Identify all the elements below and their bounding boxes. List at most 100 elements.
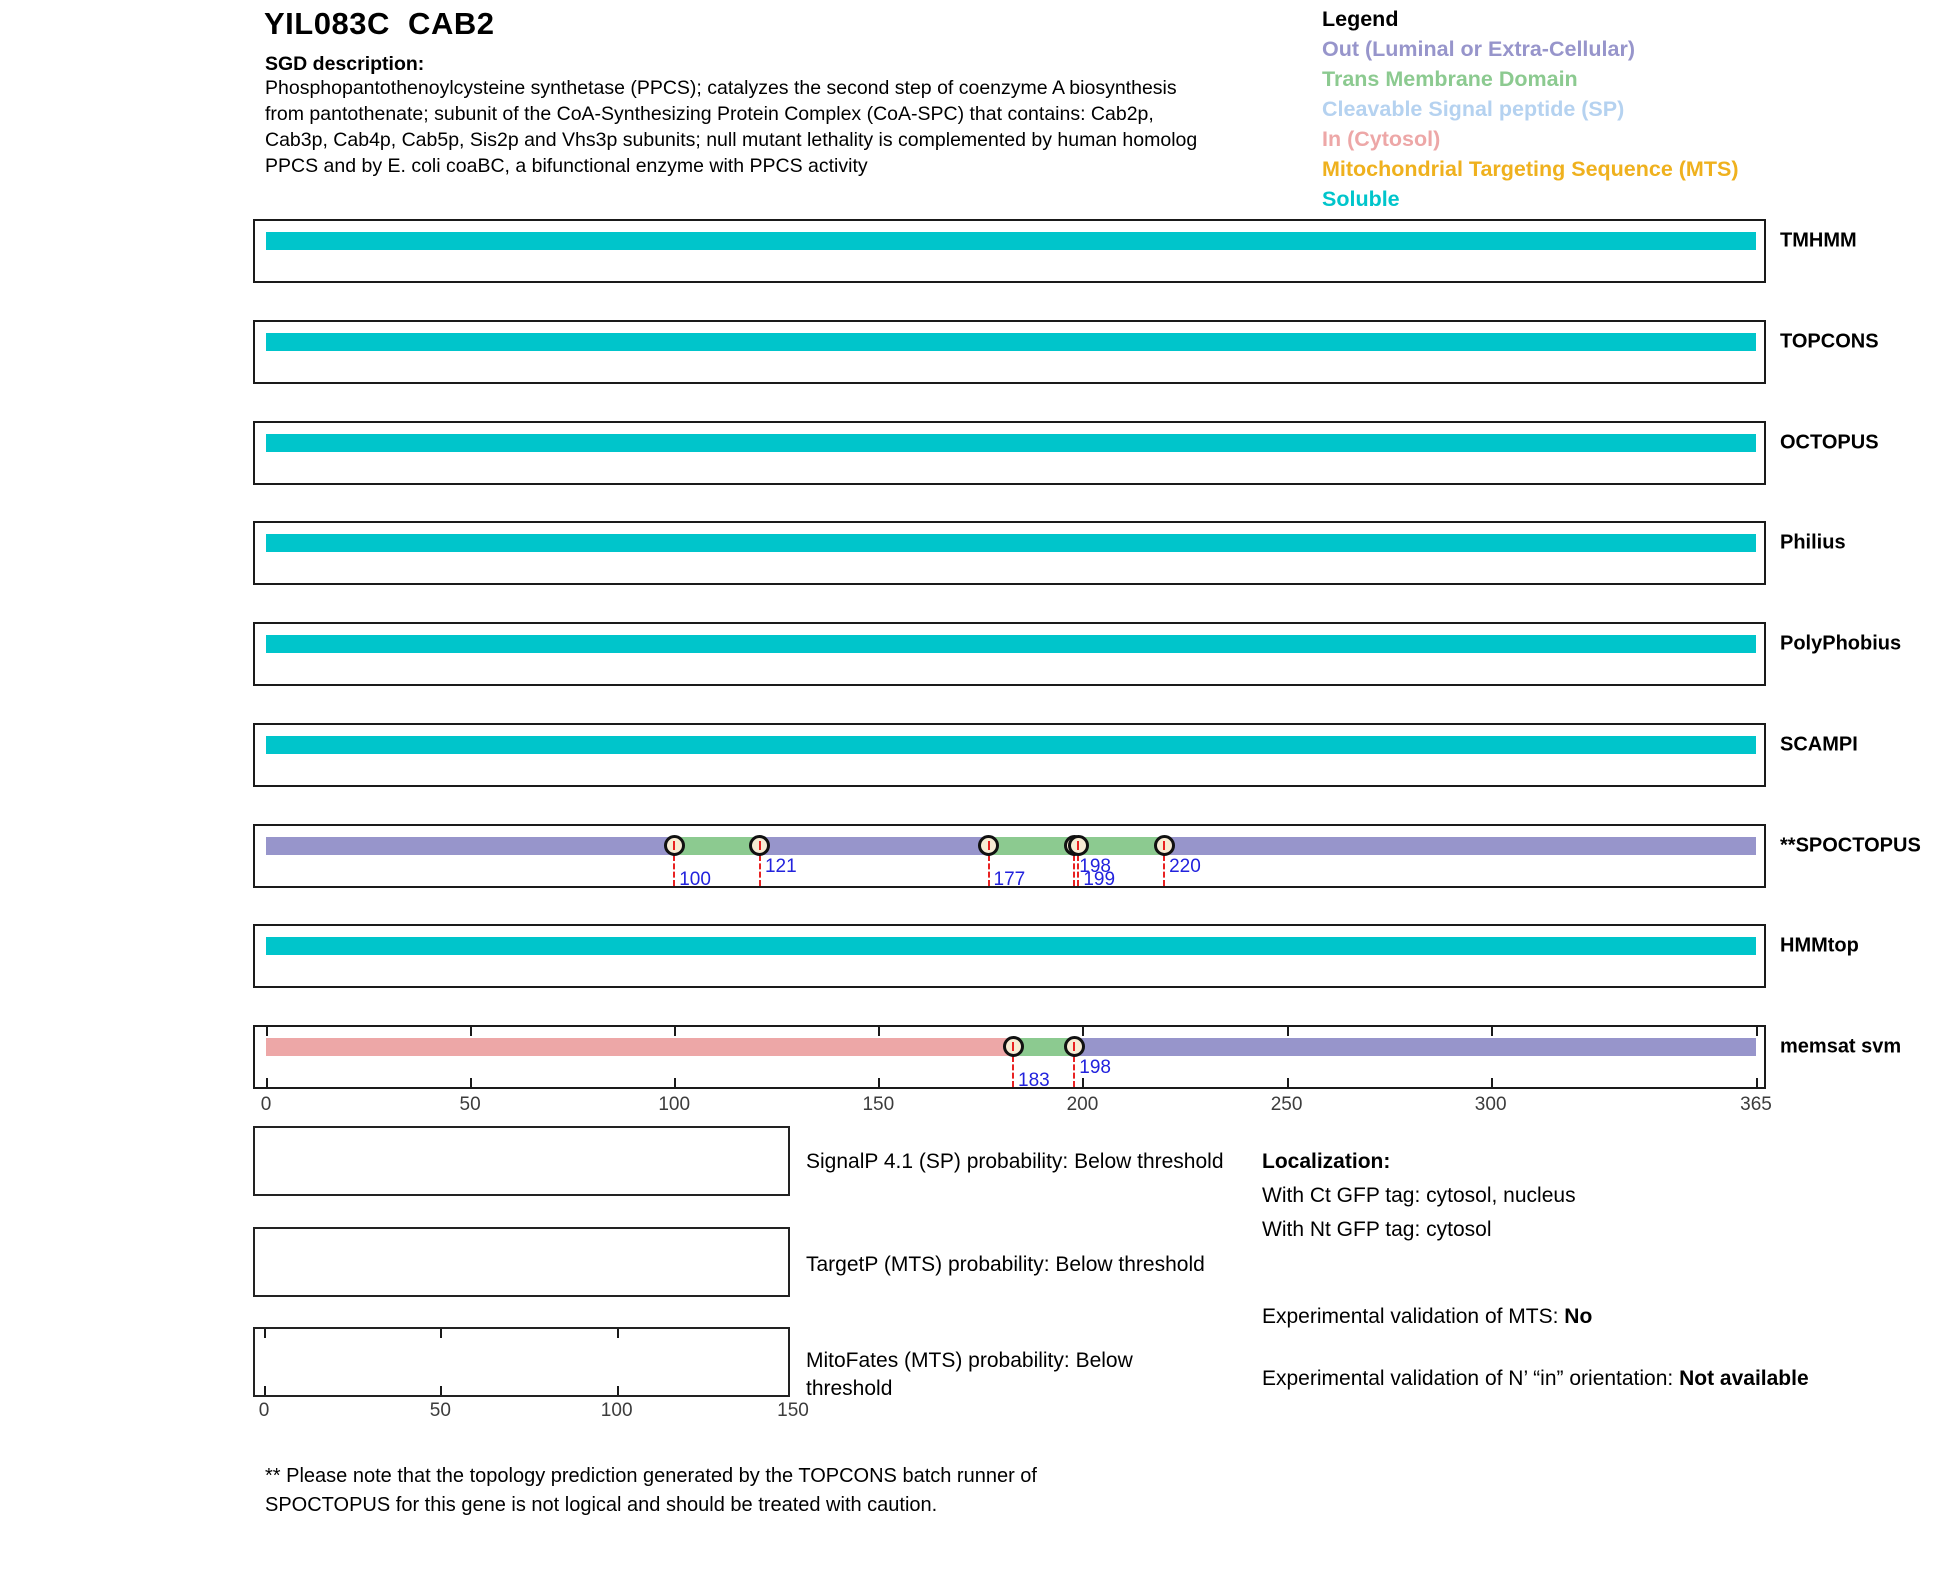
track-label-topcons: TOPCONS <box>1780 330 1879 353</box>
track-box-hmmtop <box>253 924 1766 988</box>
segment-tm <box>988 837 1075 855</box>
marker-line <box>673 855 676 886</box>
probability-plot-label-2: MitoFates (MTS) probability: Below thresh… <box>806 1347 1133 1403</box>
localization-gfp-line: With Nt GFP tag: cytosol <box>1262 1218 1492 1241</box>
track-box-topcons <box>253 320 1766 384</box>
probability-label-line: TargetP (MTS) probability: Below thresho… <box>806 1253 1205 1276</box>
legend: Legend Out (Luminal or Extra-Cellular) Tr… <box>1322 4 1738 214</box>
footnote-line: SPOCTOPUS for this gene is not logical a… <box>265 1494 938 1516</box>
segment-out <box>759 837 989 855</box>
axis-tick <box>1756 1078 1758 1087</box>
segment-tm <box>1078 837 1165 855</box>
marker-line <box>1163 855 1166 886</box>
segment-in <box>266 1038 1014 1056</box>
axis-tick <box>1490 1027 1493 1036</box>
mts-validation-label: Experimental validation of MTS: <box>1262 1305 1565 1328</box>
sequence-axis-label: 365 <box>1740 1094 1772 1115</box>
segment-soluble <box>266 736 1756 754</box>
legend-item-tm: Trans Membrane Domain <box>1322 67 1578 91</box>
axis-tick <box>616 1386 619 1395</box>
axis-tick <box>264 1386 266 1395</box>
marker-line <box>1073 855 1076 886</box>
axis-tick <box>440 1386 443 1395</box>
sgd-description-line: PPCS and by E. coli coaBC, a bifunctiona… <box>265 155 868 177</box>
track-box-tmhmm <box>253 219 1766 283</box>
marker-line <box>758 855 761 886</box>
sgd-description-line: from pantothenate; subunit of the CoA-Sy… <box>265 103 1154 125</box>
orientation-validation-label: Experimental validation of N’ “in” orien… <box>1262 1367 1680 1390</box>
axis-tick <box>1756 1027 1758 1036</box>
sequence-axis-label: 250 <box>1270 1094 1303 1115</box>
track-label-tmhmm: TMHMM <box>1780 229 1857 252</box>
topology-marker <box>1063 1036 1085 1057</box>
axis-tick <box>1082 1078 1085 1087</box>
segment-tm <box>674 837 760 855</box>
footnote-line: ** Please note that the topology predict… <box>265 1465 1037 1487</box>
segment-out <box>266 837 675 855</box>
sequence-axis-label: 100 <box>658 1094 691 1115</box>
sgd-description-heading: SGD description: <box>265 53 425 75</box>
probability-plot-box-2 <box>253 1327 790 1397</box>
legend-item-in: In (Cytosol) <box>1322 127 1441 151</box>
segment-soluble <box>266 534 1756 552</box>
topology-marker <box>1153 835 1175 856</box>
axis-tick <box>1490 1078 1493 1087</box>
probability-label-line: threshold <box>806 1377 893 1400</box>
marker-position-label: 198 <box>1079 1057 1111 1078</box>
marker-line <box>1073 1056 1076 1087</box>
orientation-validation-line: Experimental validation of N’ “in” orien… <box>1262 1362 1822 1395</box>
track-box-philius <box>253 521 1766 585</box>
axis-tick <box>440 1329 443 1338</box>
topology-marker <box>663 835 685 856</box>
sequence-axis-label: 50 <box>459 1094 481 1115</box>
segment-soluble <box>266 635 1756 653</box>
axis-tick <box>878 1027 881 1036</box>
mts-validation-value: No <box>1564 1305 1593 1328</box>
marker-position-label: 199 <box>1083 869 1116 890</box>
legend-items: Out (Luminal or Extra-Cellular) Trans Mem… <box>1322 34 1738 214</box>
probability-label-line: MitoFates (MTS) probability: Below <box>806 1349 1133 1372</box>
track-label-hmmtop: HMMtop <box>1780 934 1859 957</box>
legend-item-out: Out (Luminal or Extra-Cellular) <box>1322 37 1635 61</box>
track-box-spoctopus: 100 121 177 198 199 220 <box>253 824 1766 890</box>
marker-dash-icon <box>987 841 990 850</box>
probability-plot-label-1: TargetP (MTS) probability: Below thresho… <box>806 1251 1205 1279</box>
marker-dash-icon <box>758 841 761 850</box>
probability-axis-label: 150 <box>777 1400 809 1421</box>
sequence-axis-label: 0 <box>260 1094 272 1115</box>
probability-axis-label: 50 <box>429 1400 451 1421</box>
marker-dash-icon <box>1073 1042 1076 1051</box>
track-label-scampi: SCAMPI <box>1780 733 1858 756</box>
probability-axis-label: 100 <box>600 1400 633 1421</box>
marker-position-label: 100 <box>679 869 711 890</box>
axis-tick <box>1286 1078 1289 1087</box>
track-box-scampi <box>253 723 1766 787</box>
segment-out <box>1074 1038 1756 1056</box>
axis-tick <box>674 1027 677 1036</box>
marker-line <box>1012 1056 1015 1087</box>
axis-tick <box>1082 1027 1085 1036</box>
orientation-validation-value: Not available <box>1679 1367 1809 1390</box>
track-box-polyphobius <box>253 622 1766 686</box>
segment-soluble <box>266 434 1756 452</box>
track-label-philius: Philius <box>1780 531 1846 554</box>
track-label-memsat-svm: memsat svm <box>1780 1035 1902 1058</box>
page-title: YIL083C CAB2 <box>264 6 495 41</box>
marker-dash-icon <box>1163 841 1166 850</box>
track-label-spoctopus: **SPOCTOPUS <box>1780 834 1921 857</box>
marker-position-label: 220 <box>1169 856 1201 877</box>
sequence-axis-label: 150 <box>862 1094 895 1115</box>
track-label-polyphobius: PolyPhobius <box>1780 632 1902 655</box>
topology-marker <box>749 835 771 856</box>
segment-soluble <box>266 333 1756 351</box>
probability-plot-box-1 <box>253 1227 790 1297</box>
topology-marker <box>978 835 1000 856</box>
marker-dash-icon <box>1077 841 1080 850</box>
probability-plot-box-0 <box>253 1126 790 1196</box>
axis-tick <box>470 1027 473 1036</box>
segment-tm <box>1013 1038 1075 1056</box>
legend-item-soluble: Soluble <box>1322 187 1400 211</box>
axis-tick <box>266 1078 268 1087</box>
mts-validation-line: Experimental validation of MTS: No <box>1262 1304 1592 1330</box>
